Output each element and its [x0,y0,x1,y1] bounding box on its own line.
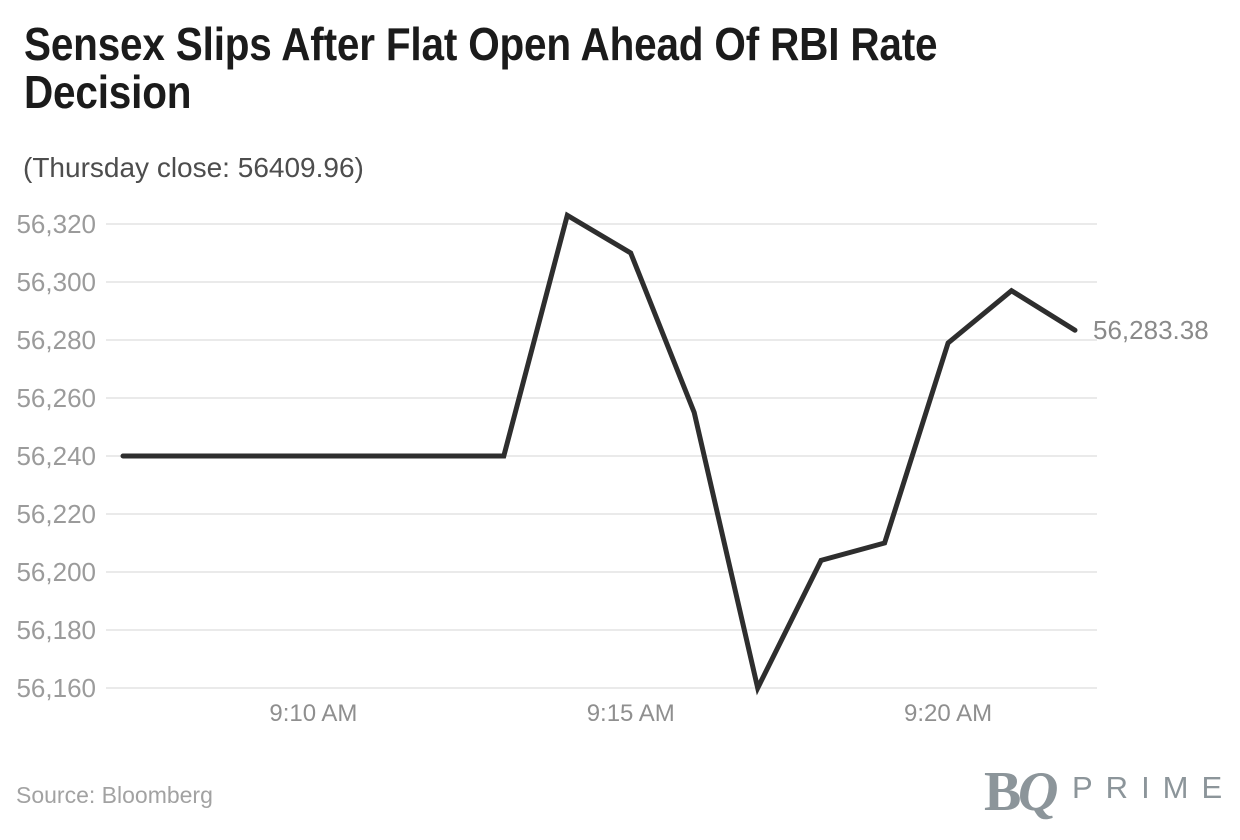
x-tick-label-9-20-AM: 9:20 AM [904,700,992,727]
y-tick-label-56320: 56,320 [16,209,96,239]
x-tick-label-9-10-AM: 9:10 AM [269,700,357,727]
source-credit: Source: Bloomberg [16,782,213,808]
y-tick-label-56240: 56,240 [16,441,96,471]
chart-title: Sensex Slips After Flat Open Ahead Of RB… [24,18,938,119]
chart-subtitle: (Thursday close: 56409.96) [23,152,364,183]
y-tick-label-56280: 56,280 [16,325,96,355]
y-tick-label-56200: 56,200 [16,557,96,587]
y-tick-label-56160: 56,160 [16,673,96,703]
y-tick-label-56260: 56,260 [16,383,96,413]
y-tick-label-56300: 56,300 [16,267,96,297]
y-tick-label-56180: 56,180 [16,615,96,645]
y-tick-label-56220: 56,220 [16,499,96,529]
x-tick-label-9-15-AM: 9:15 AM [587,700,675,727]
series-line-sensex [120,211,1078,696]
end-value-label: 56,283.38 [1093,315,1209,345]
